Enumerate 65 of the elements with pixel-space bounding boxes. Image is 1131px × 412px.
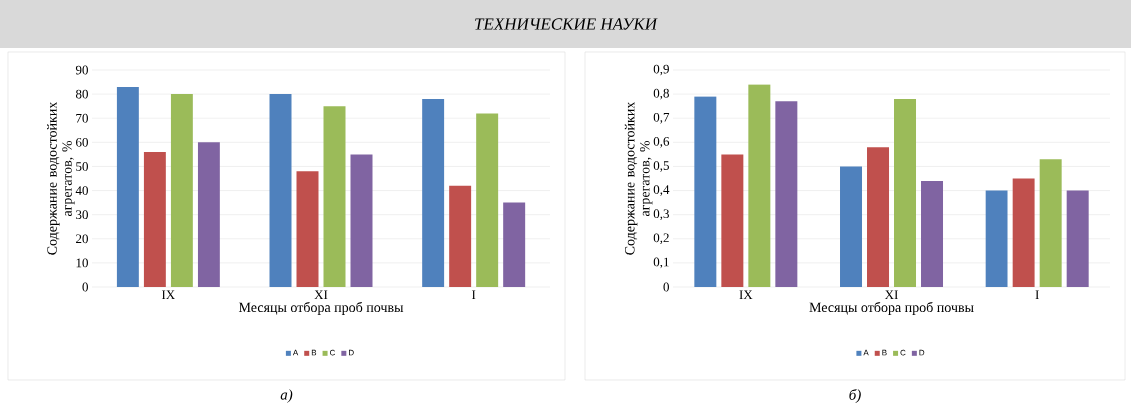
legend-label: A	[863, 349, 869, 356]
y-tick-label: 50	[76, 162, 88, 171]
bar	[985, 190, 1008, 287]
bar	[867, 147, 890, 287]
legend-label: D	[349, 349, 354, 356]
bar	[116, 86, 139, 287]
x-axis-title: Месяцы отбора проб почвы	[809, 301, 974, 315]
y-tick-label: 0,5	[653, 161, 669, 172]
y-tick-label: 30	[76, 210, 88, 220]
x-tick-label: XI	[884, 290, 898, 300]
text: б)	[849, 389, 861, 403]
y-tick-label: 10	[76, 258, 88, 268]
chart-title: ТЕХНИЧЕСКИЕ НАУКИ	[475, 18, 658, 30]
bar	[197, 142, 220, 287]
bar	[1039, 159, 1062, 287]
bar	[775, 101, 798, 287]
bar	[269, 94, 292, 287]
y-tick-label: 60	[76, 137, 88, 147]
y-tick-label: 80	[75, 89, 88, 99]
bar	[323, 106, 346, 287]
y-tick-label: 0	[82, 282, 88, 292]
y-tick-label: 0,2	[653, 233, 669, 245]
y-tick-label: 0,1	[653, 257, 669, 269]
y-tick-label: 0,6	[653, 137, 670, 148]
y-tick-label: 0,4	[653, 185, 670, 196]
legend-label: D	[919, 349, 925, 356]
bar	[143, 151, 166, 287]
y-tick-label: 0	[663, 282, 669, 292]
bar	[694, 96, 717, 287]
bar	[422, 98, 445, 287]
x-tick-label: I	[471, 290, 476, 300]
legend-label: B	[882, 349, 887, 356]
bar	[894, 98, 917, 287]
y-tick-label: 0,3	[653, 209, 669, 220]
x-tick-label: IX	[739, 290, 753, 300]
bar	[350, 154, 373, 287]
legend-label: C	[329, 349, 336, 356]
x-tick-label: XI	[314, 290, 328, 300]
bar	[921, 180, 944, 287]
legend-label: B	[311, 349, 317, 356]
y-tick-label: 0,7	[653, 112, 670, 124]
y-tick-label: 40	[75, 186, 88, 195]
bar	[449, 185, 472, 287]
bar	[296, 171, 319, 287]
legend-label: A	[292, 349, 299, 356]
bar	[721, 154, 744, 287]
y-axis-title: Содержание водостойких агрегатов, %	[47, 101, 75, 255]
bar	[1066, 190, 1089, 287]
bar	[170, 94, 193, 287]
text: а)	[280, 389, 293, 403]
y-tick-label: 0,8	[653, 88, 669, 100]
y-tick-label: 0,9	[653, 64, 669, 76]
x-tick-label: I	[1035, 290, 1039, 300]
x-axis-title: Месяцы отбора проб почвы	[238, 301, 404, 315]
bar	[748, 84, 771, 287]
y-tick-label: 90	[75, 65, 88, 75]
bar	[1012, 178, 1035, 287]
bar	[476, 113, 499, 287]
y-axis-title: Содержание водостойких агрегатов, %	[624, 101, 653, 255]
x-tick-label: IX	[161, 290, 175, 300]
bar	[840, 166, 863, 287]
bar	[503, 202, 526, 287]
y-tick-label: 70	[76, 113, 88, 123]
legend-label: C	[900, 349, 906, 356]
y-tick-label: 20	[76, 234, 88, 244]
